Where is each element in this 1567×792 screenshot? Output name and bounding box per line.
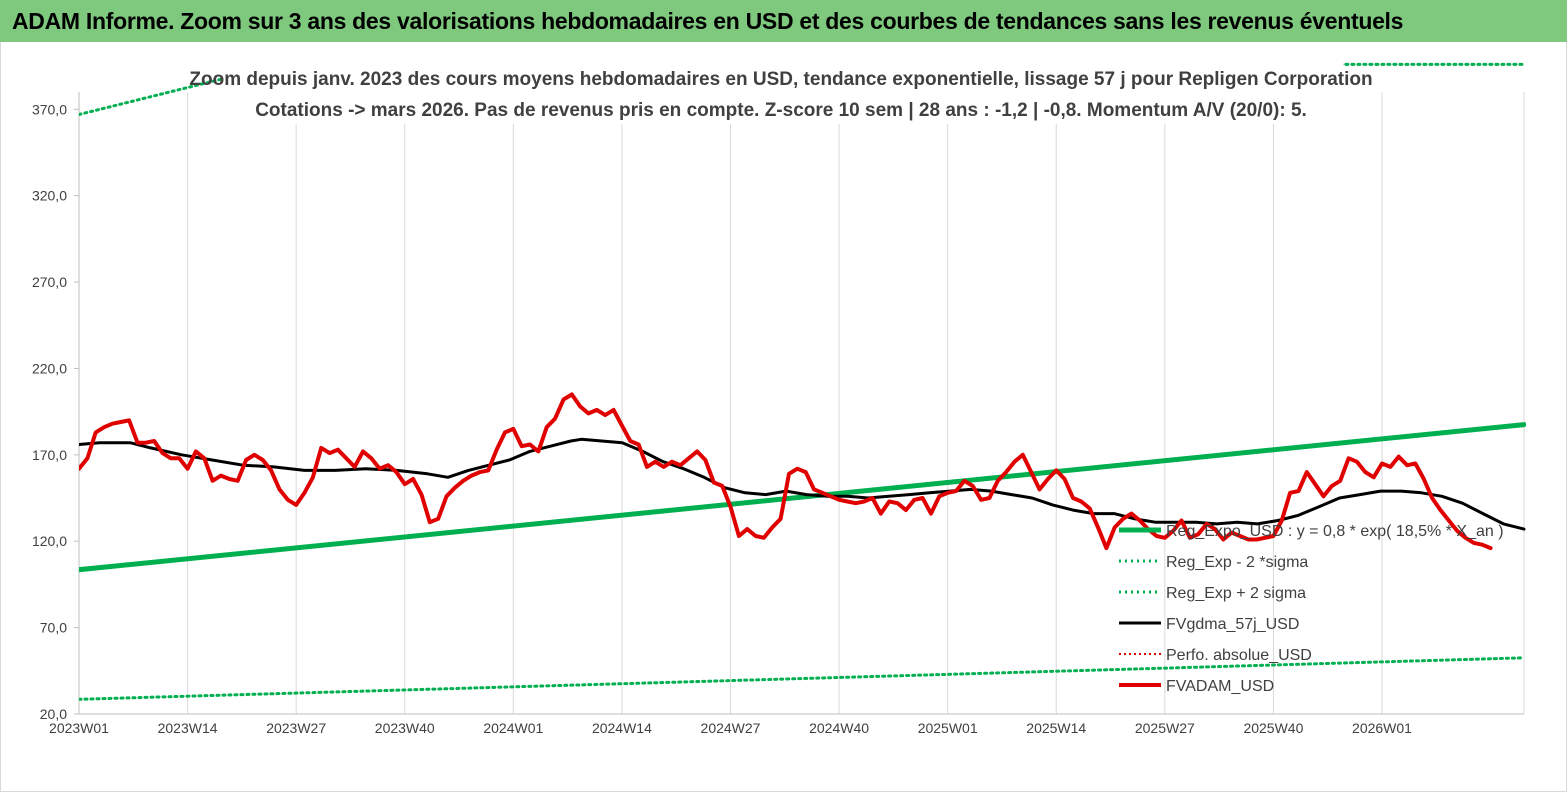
page-title: ADAM Informe. Zoom sur 3 ans des valoris… <box>12 8 1404 34</box>
legend-label: Reg_Expo_USD : y = 0,8 * exp( 18,5% * X_… <box>1166 523 1504 540</box>
chart-subtitle-line-2: Cotations -> mars 2026. Pas de revenus p… <box>255 100 1307 121</box>
y-tick-label: 370,0 <box>32 101 67 117</box>
y-tick-label: 320,0 <box>32 188 67 204</box>
chart-title-background <box>223 60 1343 124</box>
series-line-fvadam <box>79 392 1493 551</box>
x-tick-label: 2024W14 <box>592 720 652 736</box>
x-tick-label: 2024W27 <box>701 720 761 736</box>
x-tick-label: 2024W40 <box>809 720 869 736</box>
x-tick-label: 2025W14 <box>1026 720 1086 736</box>
legend-label: Perfo. absolue_USD <box>1166 647 1312 664</box>
report-header: ADAM Informe. Zoom sur 3 ans des valoris… <box>0 0 1567 42</box>
x-tick-label: 2026W01 <box>1352 720 1412 736</box>
chart-svg: 2023W01 2023W14 2023W27 2023W40 2024W01 2024W… <box>32 60 1526 736</box>
x-tick-label: 2023W14 <box>158 720 218 736</box>
chart-subtitle-line-1: Zoom depuis janv. 2023 des cours moyens … <box>189 69 1372 90</box>
chart-frame: 2023W01 2023W14 2023W27 2023W40 2024W01 2024W… <box>0 42 1567 792</box>
legend: Reg_Expo_USD : y = 0,8 * exp( 18,5% * X_… <box>1119 523 1504 695</box>
grid-layer <box>78 92 1525 714</box>
x-tick-label: 2025W40 <box>1243 720 1303 736</box>
legend-label: FVgdma_57j_USD <box>1166 616 1299 633</box>
series-line-trend <box>79 422 1526 573</box>
x-tick-label: 2025W01 <box>918 720 978 736</box>
legend-label: Reg_Exp - 2 *sigma <box>1166 554 1308 571</box>
chart-title-layer: Zoom depuis janv. 2023 des cours moyens … <box>189 60 1373 124</box>
axis-layer: 2023W01 2023W14 2023W27 2023W40 2024W01 2024W… <box>32 92 1524 736</box>
x-tick-label: 2025W27 <box>1135 720 1195 736</box>
y-tick-label: 120,0 <box>32 533 67 549</box>
y-tick-label: 170,0 <box>32 447 67 463</box>
x-tick-label: 2023W27 <box>266 720 326 736</box>
x-tick-label: 2023W40 <box>375 720 435 736</box>
y-tick-label: 270,0 <box>32 274 67 290</box>
series-line-sigma <box>79 656 1526 701</box>
x-tick-label: 2023W01 <box>49 720 109 736</box>
y-tick-label: 220,0 <box>32 360 67 376</box>
x-tick-label: 2024W01 <box>483 720 543 736</box>
y-tick-label: 20,0 <box>40 706 67 722</box>
y-tick-label: 70,0 <box>40 620 67 636</box>
legend-label: FVADAM_USD <box>1166 678 1274 695</box>
legend-label: Reg_Exp + 2 sigma <box>1166 585 1306 602</box>
